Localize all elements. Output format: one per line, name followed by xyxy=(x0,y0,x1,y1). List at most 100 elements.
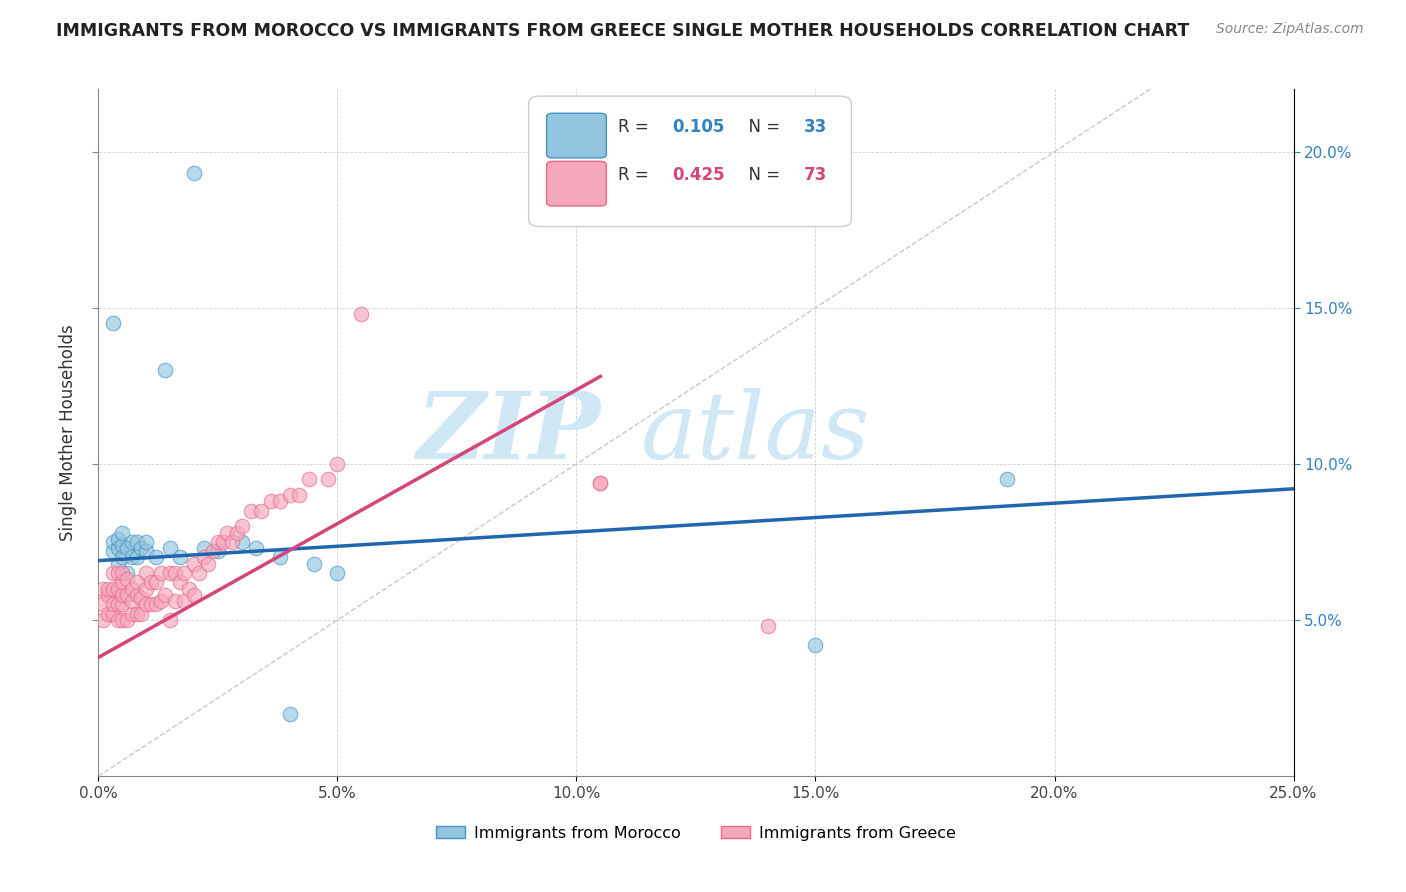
FancyBboxPatch shape xyxy=(547,161,606,206)
Point xyxy=(250,503,273,517)
Point xyxy=(101,544,124,558)
Point xyxy=(288,488,311,502)
Point xyxy=(111,613,134,627)
Point xyxy=(107,582,129,596)
Point xyxy=(193,550,215,565)
Point xyxy=(101,582,124,596)
Point xyxy=(101,534,124,549)
Point xyxy=(163,594,186,608)
Point xyxy=(197,557,219,571)
Point xyxy=(135,534,157,549)
Text: R =: R = xyxy=(619,118,654,136)
Point xyxy=(173,594,195,608)
Point xyxy=(350,307,373,321)
Point xyxy=(183,588,205,602)
Point xyxy=(107,566,129,580)
Point xyxy=(97,607,120,621)
Point xyxy=(145,575,167,590)
Point xyxy=(179,582,201,596)
Point xyxy=(111,588,134,602)
Point xyxy=(111,538,134,552)
Point xyxy=(240,503,263,517)
Point xyxy=(326,457,349,471)
Point xyxy=(145,598,167,612)
Point xyxy=(107,598,129,612)
Point xyxy=(131,591,153,605)
Text: atlas: atlas xyxy=(641,388,870,477)
Point xyxy=(326,566,349,580)
Point xyxy=(121,534,143,549)
Point xyxy=(298,472,321,486)
Point xyxy=(111,550,134,565)
Point xyxy=(183,166,205,180)
Point xyxy=(278,488,301,502)
Point xyxy=(155,588,177,602)
Point xyxy=(101,316,124,330)
Point xyxy=(589,475,612,490)
Point xyxy=(245,541,267,555)
Point xyxy=(756,619,779,633)
Point xyxy=(107,557,129,571)
Point xyxy=(163,566,186,580)
Text: Source: ZipAtlas.com: Source: ZipAtlas.com xyxy=(1216,22,1364,37)
Point xyxy=(121,594,143,608)
Point xyxy=(91,613,114,627)
Point xyxy=(589,475,612,490)
Point xyxy=(111,525,134,540)
Point xyxy=(125,588,148,602)
Point xyxy=(278,706,301,721)
Point xyxy=(115,588,138,602)
Point xyxy=(135,582,157,596)
Point xyxy=(149,566,172,580)
Text: 73: 73 xyxy=(804,166,827,184)
Point xyxy=(107,613,129,627)
Text: ZIP: ZIP xyxy=(416,388,600,477)
Point xyxy=(111,566,134,580)
Point xyxy=(125,534,148,549)
Point xyxy=(187,566,209,580)
Point xyxy=(101,607,124,621)
Point xyxy=(139,575,162,590)
Point xyxy=(145,550,167,565)
Point xyxy=(302,557,325,571)
Point xyxy=(211,534,233,549)
Y-axis label: Single Mother Households: Single Mother Households xyxy=(59,325,77,541)
Point xyxy=(135,544,157,558)
Point xyxy=(121,550,143,565)
Point xyxy=(169,550,191,565)
Point xyxy=(121,607,143,621)
FancyBboxPatch shape xyxy=(547,113,606,158)
Point xyxy=(159,613,181,627)
Text: N =: N = xyxy=(738,118,785,136)
Point xyxy=(91,598,114,612)
Point xyxy=(259,494,281,508)
Point xyxy=(115,573,138,587)
Point xyxy=(139,598,162,612)
Point xyxy=(183,557,205,571)
Point xyxy=(217,525,239,540)
Point xyxy=(269,494,291,508)
Point xyxy=(135,566,157,580)
Point xyxy=(101,566,124,580)
Point xyxy=(115,613,138,627)
Text: N =: N = xyxy=(738,166,785,184)
Point xyxy=(221,534,243,549)
Point xyxy=(269,550,291,565)
Point xyxy=(97,588,120,602)
Point xyxy=(159,566,181,580)
Point xyxy=(173,566,195,580)
Point xyxy=(202,544,225,558)
Text: 0.105: 0.105 xyxy=(672,118,724,136)
Point xyxy=(159,541,181,555)
Point xyxy=(111,598,134,612)
Point xyxy=(193,541,215,555)
Point xyxy=(169,575,191,590)
Point xyxy=(131,607,153,621)
Text: 33: 33 xyxy=(804,118,827,136)
Point xyxy=(125,607,148,621)
Point xyxy=(149,594,172,608)
Point xyxy=(231,519,253,533)
Point xyxy=(125,575,148,590)
Point xyxy=(804,638,827,652)
Point xyxy=(121,582,143,596)
